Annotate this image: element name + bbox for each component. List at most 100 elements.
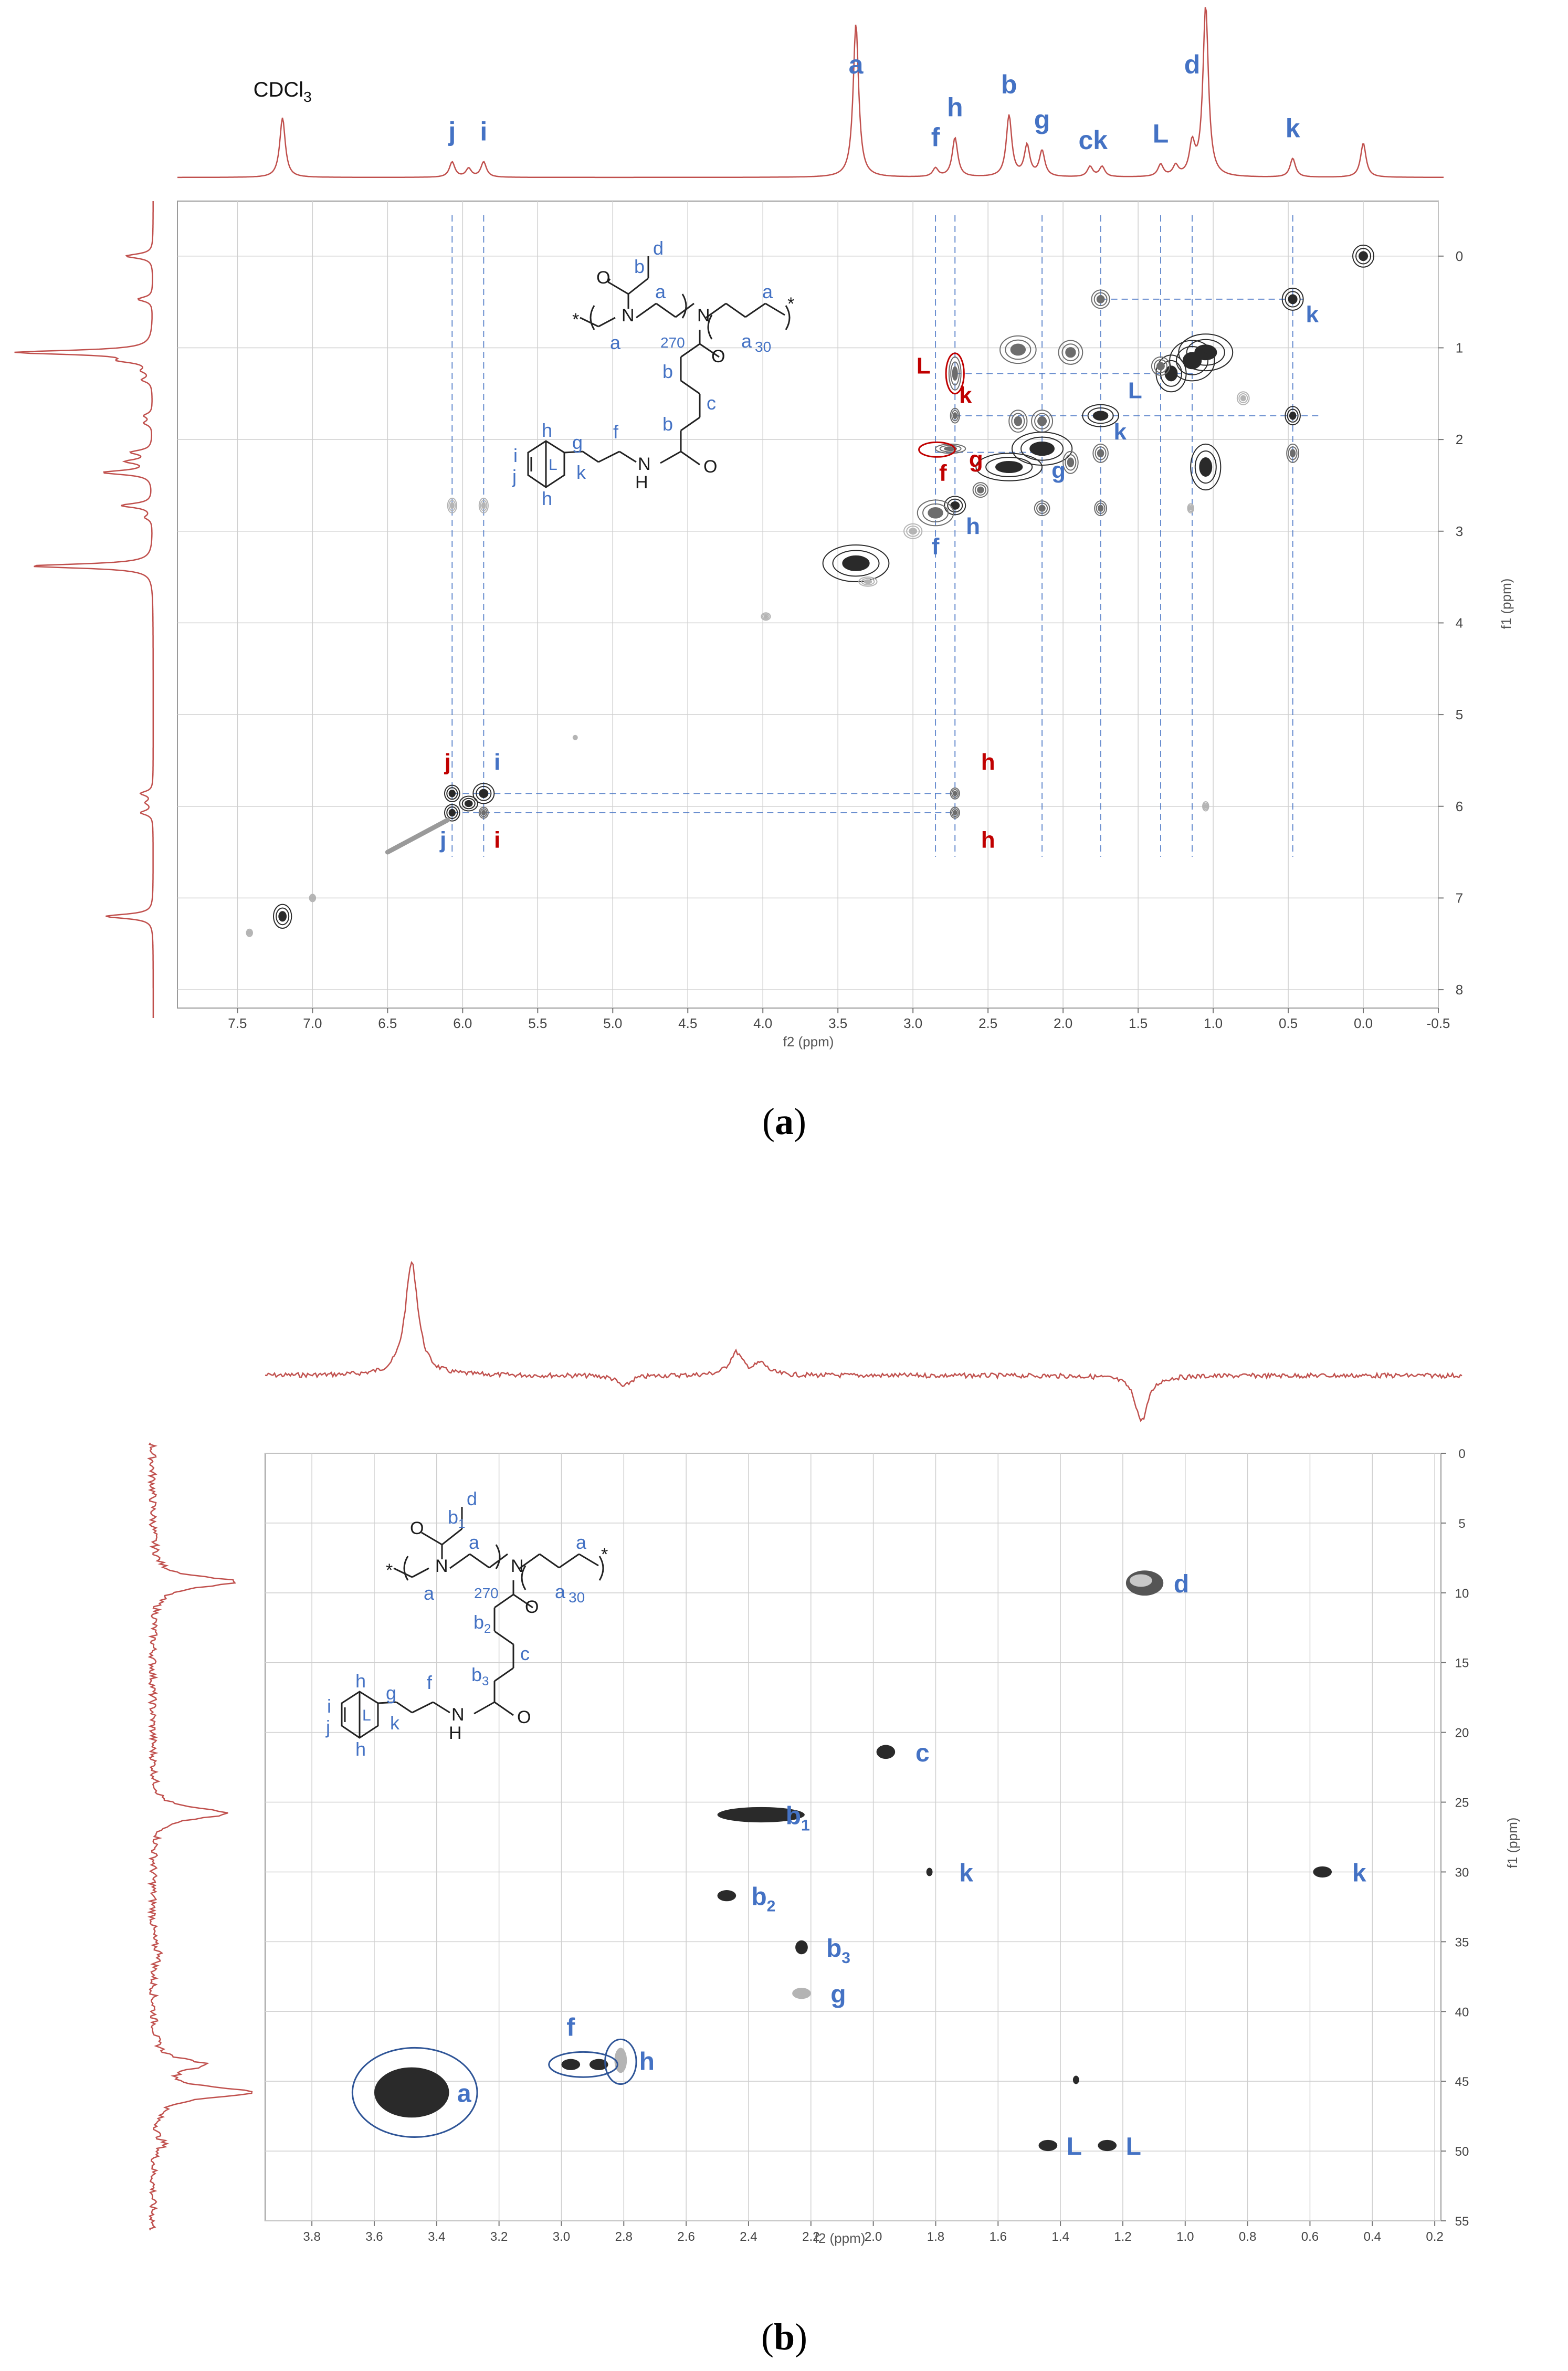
panel-b-x-tick: 3.6 [365, 2230, 383, 2244]
panel-a-projection-label-text: g [1034, 105, 1050, 134]
panel-b-x-tick: 3.4 [428, 2230, 445, 2244]
panel-b-y-tick: 55 [1455, 2215, 1469, 2229]
svg-text:d: d [653, 237, 664, 259]
svg-text:a: a [741, 330, 752, 352]
panel-b-x-tick: 2.8 [615, 2230, 633, 2244]
panel-a-left-spectrum [14, 201, 154, 1018]
svg-text:b: b [662, 413, 673, 435]
panel-a-cross-peak [903, 523, 923, 539]
panel-a-peak-label: k [959, 382, 972, 408]
panel-b-top-spectrum [265, 1261, 1462, 1422]
panel-b-left-spectrum [147, 1442, 253, 2231]
panel-a-y-tick: 3 [1456, 523, 1463, 539]
panel-a-projection-label: k [1286, 113, 1300, 143]
panel-a-peak-label: h [981, 827, 995, 853]
panel-b-y-tick: 15 [1455, 1656, 1469, 1671]
caption-b-open: ( [761, 2316, 774, 2358]
panel-b-x-tick: 0.6 [1301, 2230, 1319, 2244]
caption-b-close: ) [795, 2316, 807, 2358]
panel-b-cross-peak [792, 1988, 811, 1999]
panel-a-red-circle [918, 441, 956, 458]
panel-a-peak-label: i [494, 749, 500, 775]
panel-b-peak-label: a [457, 2080, 471, 2107]
panel-a-projection-label: L [1153, 119, 1169, 149]
svg-text:O: O [410, 1518, 424, 1538]
panel-a-x-axis-label: f2 (ppm) [783, 1034, 834, 1050]
panel-a-y-tick: 8 [1456, 982, 1463, 998]
panel-a-peak-label: k [1114, 419, 1127, 445]
svg-text:c: c [520, 1643, 530, 1664]
panel-b-peak-label-text: g [830, 1981, 846, 2009]
svg-text:b: b [662, 361, 673, 382]
panel-a-cross-peak [999, 335, 1037, 364]
svg-text:L: L [549, 456, 557, 474]
panel-a-x-tick: 6.5 [378, 1015, 397, 1031]
panel-b-x-tick: 2.2 [802, 2230, 819, 2244]
svg-text:d: d [467, 1488, 477, 1509]
panel-b-x-axis-label: f2 (ppm) [815, 2230, 866, 2246]
panel-a-top-spectrum [177, 7, 1444, 179]
panel-a-peak-label: g [969, 447, 983, 473]
svg-text:b2: b2 [473, 1611, 491, 1636]
panel-b-cross-peak [1125, 1570, 1164, 1596]
svg-text:i: i [513, 445, 518, 466]
panel-a-cross-peak [948, 356, 962, 391]
caption-b-letter: b [774, 2316, 795, 2358]
panel-a-peak-label: L [917, 353, 931, 379]
svg-text:h: h [355, 1738, 366, 1760]
panel-b-x-tick: 2.4 [740, 2230, 757, 2244]
panel-b-y-tick: 10 [1455, 1587, 1469, 1601]
panel-a-cross-peak [444, 784, 460, 803]
panel-a-cross-peak [950, 787, 960, 800]
panel-a-projection-label: CDCl3 [254, 78, 312, 105]
svg-text:O: O [525, 1597, 539, 1617]
panel-a-peak-label: j [444, 749, 451, 775]
panel-b-cross-peak [1098, 2139, 1117, 2152]
svg-text:h: h [355, 1670, 366, 1692]
svg-text:N: N [451, 1705, 465, 1725]
svg-text:a: a [762, 281, 773, 302]
panel-a-diagonal-streak [385, 817, 450, 855]
panel-b-peak-label: c [915, 1739, 930, 1767]
panel-a-cross-peak [1286, 443, 1300, 463]
panel-b-y-tick: 30 [1455, 1865, 1469, 1880]
panel-a-cross-peak [761, 612, 771, 621]
panel-a-x-tick: 2.5 [978, 1015, 997, 1031]
panel-a-cross-peak [273, 904, 292, 929]
panel-b-y-tick: 5 [1458, 1517, 1465, 1531]
panel-b-x-tick: 1.0 [1176, 2230, 1194, 2244]
panel-a-projection-label-text: a [849, 50, 864, 79]
svg-text:k: k [576, 461, 586, 483]
panel-b-y-ticks: 0 5 10 15 20 25 30 35 40 45 50 55 [1455, 1447, 1469, 2229]
panel-a-peak-label: k [1306, 302, 1319, 328]
panel-b-y-tick: 40 [1455, 2005, 1469, 2019]
panel-a-projection-label-text: CDCl [254, 78, 304, 101]
panel-b-x-tick: 3.0 [553, 2230, 570, 2244]
panel-b-hsqc: 3.8 3.6 3.4 3.2 3.0 2.8 2.6 2.4 2.2 2.0 1.8 1.6 1.4 1… [147, 1261, 1520, 2246]
svg-text:h: h [542, 488, 552, 509]
panel-b-y-tick: 0 [1458, 1447, 1465, 1461]
panel-a-cross-peak [917, 499, 954, 527]
panel-a-x-tick: -0.5 [1427, 1015, 1450, 1031]
panel-b-y-tick: 20 [1455, 1726, 1469, 1740]
panel-a-cross-peak [1034, 500, 1050, 517]
panel-a-projection-label: d [1184, 50, 1201, 79]
panel-b-peak-label-text: k [959, 1859, 973, 1887]
panel-b-x-tick: 3.2 [490, 2230, 508, 2244]
panel-a-peak-label: f [932, 533, 940, 559]
panel-b-cross-peak [717, 1807, 805, 1823]
panel-b-top-projection [265, 1261, 1462, 1422]
panel-a-x-tick: 7.5 [228, 1015, 247, 1031]
panel-b-peak-label: L [1067, 2133, 1082, 2160]
panel-a-cross-peak [1190, 443, 1222, 491]
svg-text:b3: b3 [471, 1664, 489, 1688]
panel-a-projection-label: ck [1078, 125, 1108, 155]
panel-a-projection-label-sub: 3 [303, 89, 312, 105]
panel-b-y-axis-label: f1 (ppm) [1504, 1818, 1520, 1869]
panel-a-y-tick: 1 [1456, 340, 1463, 355]
panel-a-y-tick: 2 [1456, 432, 1463, 447]
panel-a-projection-label-text: k [1286, 113, 1300, 143]
panel-a-highlight-circles [918, 352, 965, 458]
svg-text:a: a [655, 281, 666, 302]
